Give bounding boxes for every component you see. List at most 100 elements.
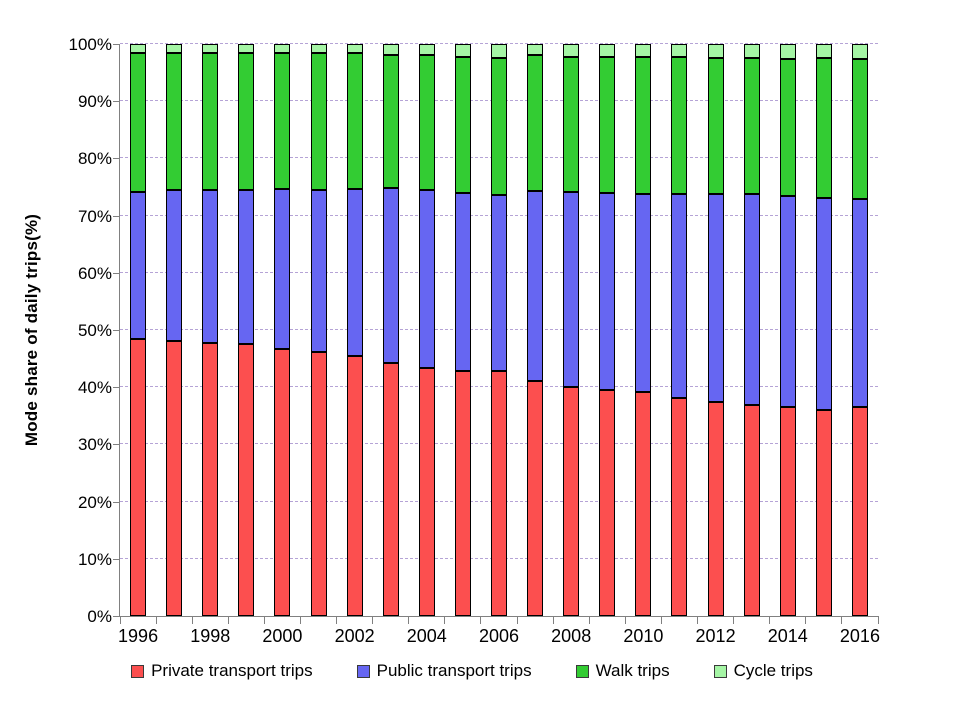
x-axis-tick [877, 617, 879, 624]
y-axis-tick [113, 101, 119, 103]
bar-segment-walk-trips [130, 53, 147, 192]
bar-segment-cycle-trips [166, 44, 183, 53]
x-tick-label: 2000 [262, 626, 303, 646]
bar-segment-walk-trips [166, 52, 183, 191]
y-tick-label: 20% [77, 492, 112, 512]
bar-segment-private-transport-trips [671, 398, 688, 616]
y-axis-tick [113, 272, 119, 274]
stacked-bar-2011 [671, 44, 688, 616]
bar-segment-cycle-trips [274, 44, 291, 54]
stacked-bar-1999 [238, 44, 255, 616]
bar-segment-cycle-trips [527, 44, 544, 56]
stacked-bar-2010 [635, 44, 652, 616]
y-tick-label: 70% [77, 206, 112, 226]
legend-swatch-icon [575, 664, 589, 678]
bar-segment-public-transport-trips [635, 194, 652, 393]
bar-segment-private-transport-trips [202, 343, 219, 616]
legend-label: Public transport trips [376, 661, 532, 680]
legend-label: Cycle trips [733, 661, 813, 680]
x-axis-tick [552, 617, 554, 624]
bar-segment-walk-trips [310, 53, 327, 190]
bar-segment-public-transport-trips [382, 188, 399, 363]
x-tick-label: 2014 [767, 626, 808, 646]
x-tick-label: 1996 [118, 626, 159, 646]
bar-segment-cycle-trips [346, 44, 363, 53]
x-tick-label: 2010 [623, 626, 664, 646]
x-axis-tick [372, 617, 374, 624]
bar-segment-walk-trips [382, 54, 399, 189]
bar-segment-walk-trips [491, 58, 507, 196]
x-tick-label: 1998 [190, 626, 231, 646]
legend-item-public-transport-trips: Public transport trips [356, 661, 532, 681]
bar-segment-public-transport-trips [743, 193, 760, 405]
bar-segment-private-transport-trips [130, 338, 147, 616]
stacked-bar-2000 [274, 44, 291, 616]
x-axis-tick [769, 617, 771, 624]
legend-item-private-transport-trips: Private transport trips [131, 661, 313, 681]
bar-segment-walk-trips [202, 52, 219, 191]
stacked-bar-2003 [382, 44, 399, 616]
x-axis-tick [119, 617, 121, 624]
y-axis-title: Mode share of daily trips(%) [22, 213, 41, 447]
bar-segment-cycle-trips [491, 44, 507, 59]
y-axis-line [119, 44, 120, 617]
y-axis-tick [113, 501, 119, 503]
x-axis-tick [697, 617, 699, 624]
x-axis-tick [336, 617, 338, 624]
bar-segment-public-transport-trips [310, 189, 327, 353]
bar-segment-walk-trips [779, 58, 796, 197]
x-axis-tick [444, 617, 446, 624]
bar-segment-public-transport-trips [491, 195, 507, 372]
x-axis-tick [408, 617, 410, 624]
plot-area: 0% 10% 20% 30% 40% 50% 60% 70% 80% 90% 100% 1996 199… [69, 36, 880, 646]
stacked-bar-1996 [130, 44, 147, 616]
legend-label: Walk trips [595, 661, 670, 680]
bar-segment-cycle-trips [743, 44, 760, 59]
stacked-bar-2008 [563, 44, 580, 616]
bar-segment-public-transport-trips [671, 194, 688, 399]
bar-segment-walk-trips [454, 56, 471, 193]
bar-segment-walk-trips [851, 58, 868, 200]
bar-segment-private-transport-trips [274, 349, 291, 616]
y-tick-label: 60% [77, 263, 112, 283]
x-axis-tick [733, 617, 735, 624]
stacked-bar-2007 [527, 44, 544, 616]
bar-segment-private-transport-trips [707, 401, 724, 616]
stacked-bar-2009 [599, 44, 616, 616]
bar-segment-public-transport-trips [274, 189, 291, 350]
stacked-bar-1997 [166, 44, 183, 616]
x-axis-tick [191, 617, 193, 624]
bar-segment-cycle-trips [202, 44, 219, 53]
bar-segment-cycle-trips [635, 44, 652, 58]
bar-segment-cycle-trips [779, 44, 796, 59]
x-tick-label: 2016 [839, 626, 880, 646]
legend: Private transport trips Public transport … [0, 661, 944, 681]
x-tick-label: 2002 [334, 626, 375, 646]
y-axis-tick [113, 444, 119, 446]
y-tick-label: 10% [77, 549, 112, 569]
stacked-bar-2013 [743, 44, 760, 616]
bar-segment-private-transport-trips [815, 410, 832, 616]
bar-segment-public-transport-trips [166, 190, 183, 342]
x-axis-tick [516, 617, 518, 624]
stacked-bar-2012 [707, 44, 724, 616]
y-axis-tick [113, 44, 119, 45]
bar-segment-private-transport-trips [491, 371, 507, 616]
stacked-bar-2001 [310, 44, 327, 616]
bar-segment-private-transport-trips [563, 386, 580, 616]
y-axis-tick [113, 330, 119, 331]
bar-segment-public-transport-trips [527, 191, 544, 382]
x-axis-tick [299, 617, 301, 624]
bar-segment-walk-trips [527, 55, 544, 192]
legend-item-cycle-trips: Cycle trips [713, 661, 813, 681]
x-axis-tick [588, 617, 590, 624]
y-axis-tick [113, 387, 119, 389]
y-axis-tick [113, 215, 119, 217]
bar-segment-public-transport-trips [599, 193, 616, 390]
bar-segment-cycle-trips [454, 44, 471, 57]
x-axis-tick [660, 617, 662, 624]
bar-segment-private-transport-trips [310, 352, 327, 616]
bar-segment-walk-trips [238, 53, 255, 190]
bar-segment-public-transport-trips [779, 196, 796, 408]
